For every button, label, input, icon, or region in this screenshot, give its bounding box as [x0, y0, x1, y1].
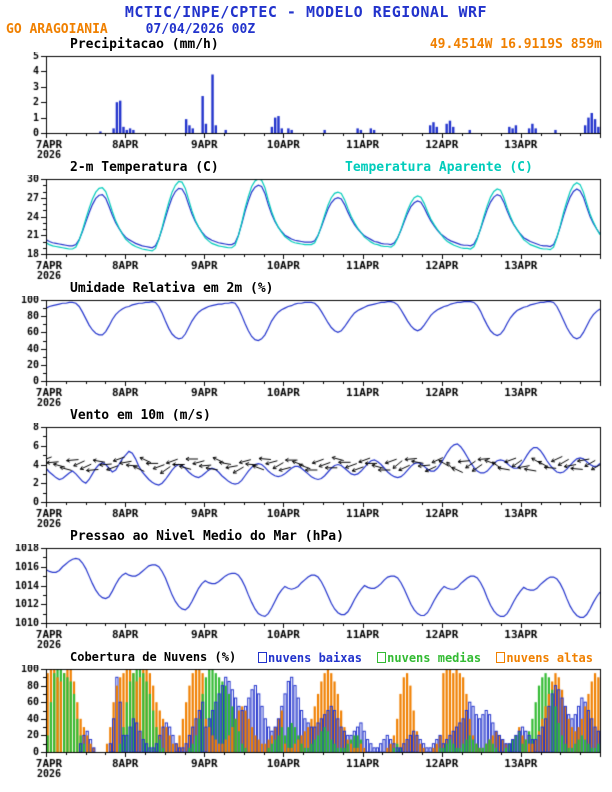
- panel-cloud-cover: Cobertura de Nuvens (%) nuvens baixas nu…: [0, 650, 612, 779]
- precipitation-title-row: Precipitacao (mm/h) 49.4514W 16.9119S 85…: [0, 37, 612, 52]
- cloud-title-row: Cobertura de Nuvens (%) nuvens baixas nu…: [0, 650, 612, 665]
- panel-wind: Vento em 10m (m/s): [0, 408, 612, 529]
- cloud-cover-title: Cobertura de Nuvens (%): [70, 650, 237, 664]
- legend-nuvens-altas-label: nuvens altas: [506, 651, 594, 665]
- cloud-legend: nuvens baixas nuvens medias nuvens altas: [258, 651, 601, 665]
- humidity-title: Umidade Relativa em 2m (%): [70, 281, 274, 296]
- green-square-icon: [377, 652, 387, 663]
- cloud-cover-chart: [0, 665, 612, 779]
- wind-chart: [0, 423, 612, 529]
- humidity-chart: [0, 296, 612, 408]
- temperature-title-row: 2-m Temperatura (C) Temperatura Aparente…: [0, 160, 612, 175]
- wind-title: Vento em 10m (m/s): [70, 408, 211, 423]
- legend-nuvens-baixas: nuvens baixas: [258, 651, 362, 665]
- legend-nuvens-medias: nuvens medias: [377, 651, 481, 665]
- model-title: MCTIC/INPE/CPTEC - MODELO REGIONAL WRF: [124, 3, 488, 21]
- orange-square-icon: [496, 652, 506, 663]
- panel-relative-humidity: Umidade Relativa em 2m (%): [0, 281, 612, 408]
- header-row: GO ARAGOIANIA 07/04/2026 00Z: [0, 22, 612, 37]
- legend-nuvens-altas: nuvens altas: [496, 651, 593, 665]
- panel-pressure: Pressao ao Nivel Medio do Mar (hPa): [0, 529, 612, 650]
- humidity-title-row: Umidade Relativa em 2m (%): [0, 281, 612, 296]
- panel-temperature: 2-m Temperatura (C) Temperatura Aparente…: [0, 160, 612, 281]
- blue-square-icon: [258, 652, 267, 663]
- pressure-chart: [0, 544, 612, 650]
- temperature-chart: [0, 175, 612, 281]
- precipitation-chart: [0, 52, 612, 160]
- panel-precipitation: Precipitacao (mm/h) 49.4514W 16.9119S 85…: [0, 37, 612, 160]
- precipitation-title: Precipitacao (mm/h): [70, 37, 219, 52]
- temperature-title: 2-m Temperatura (C): [70, 160, 219, 175]
- pressure-title: Pressao ao Nivel Medio do Mar (hPa): [70, 529, 344, 544]
- wind-title-row: Vento em 10m (m/s): [0, 408, 612, 423]
- pressure-title-row: Pressao ao Nivel Medio do Mar (hPa): [0, 529, 612, 544]
- run-datetime-label: 07/04/2026 00Z: [145, 22, 256, 37]
- location-coordinates-label: 49.4514W 16.9119S 859m: [429, 37, 602, 52]
- apparent-temperature-title: Temperatura Aparente (C): [345, 160, 533, 175]
- station-label: GO ARAGOIANIA: [6, 22, 108, 37]
- legend-nuvens-medias-label: nuvens medias: [387, 651, 482, 665]
- legend-nuvens-baixas-label: nuvens baixas: [268, 651, 362, 665]
